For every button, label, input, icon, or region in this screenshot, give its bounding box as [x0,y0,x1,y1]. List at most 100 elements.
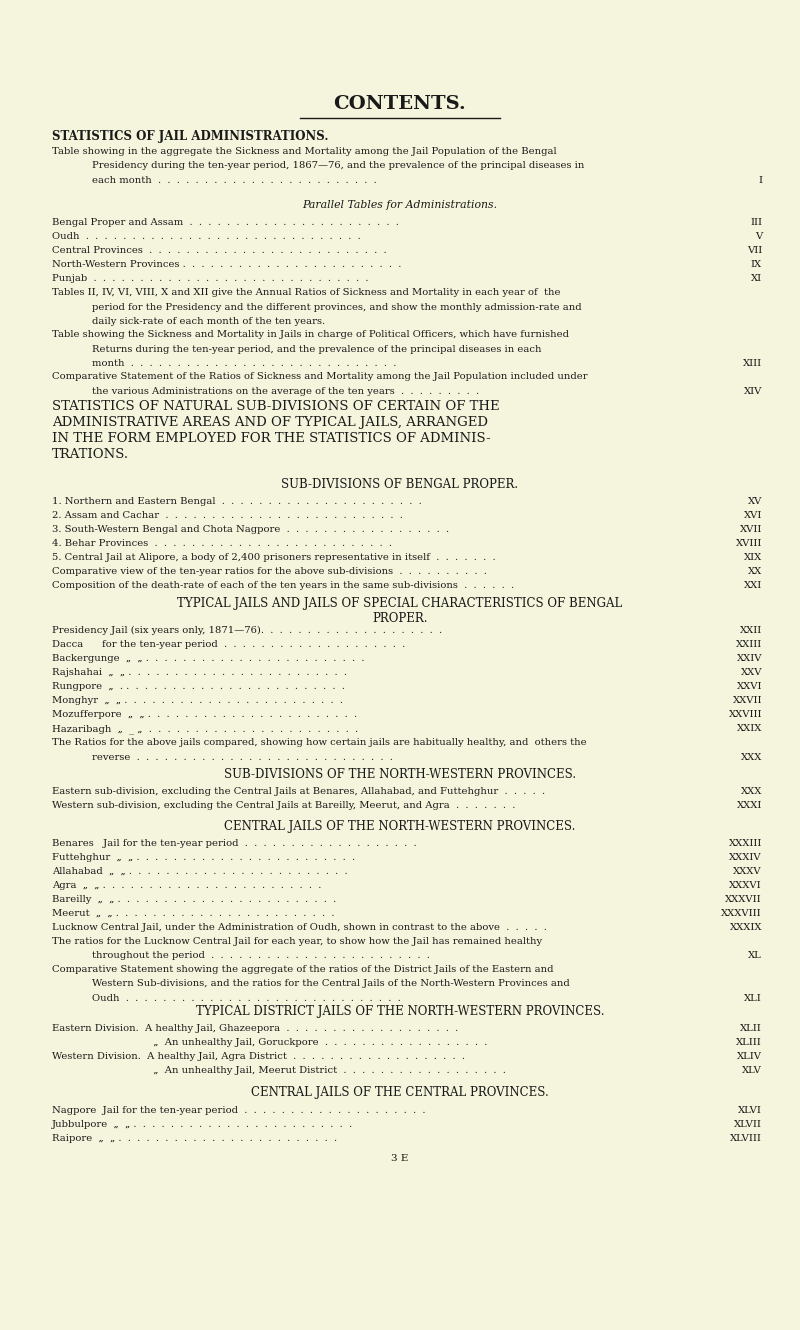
Text: CENTRAL JAILS OF THE CENTRAL PROVINCES.: CENTRAL JAILS OF THE CENTRAL PROVINCES. [251,1087,549,1099]
Text: Raipore  „  „ .  .  .  .  .  .  .  .  .  .  .  .  .  .  .  .  .  .  .  .  .  .  : Raipore „ „ . . . . . . . . . . . . . . … [52,1134,337,1142]
Text: Meerut  „  „ .  .  .  .  .  .  .  .  .  .  .  .  .  .  .  .  .  .  .  .  .  .  .: Meerut „ „ . . . . . . . . . . . . . . .… [52,908,334,918]
Text: reverse  .  .  .  .  .  .  .  .  .  .  .  .  .  .  .  .  .  .  .  .  .  .  .  . : reverse . . . . . . . . . . . . . . . . … [92,753,393,762]
Text: Oudh  .  .  .  .  .  .  .  .  .  .  .  .  .  .  .  .  .  .  .  .  .  .  .  .  . : Oudh . . . . . . . . . . . . . . . . . .… [52,231,361,241]
Text: Bengal Proper and Assam  .  .  .  .  .  .  .  .  .  .  .  .  .  .  .  .  .  .  .: Bengal Proper and Assam . . . . . . . . … [52,218,399,227]
Text: XIII: XIII [743,359,762,368]
Text: XVI: XVI [744,511,762,520]
Text: Western sub-division, excluding the Central Jails at Bareilly, Meerut, and Agra : Western sub-division, excluding the Cent… [52,801,515,810]
Text: III: III [750,218,762,227]
Text: XLV: XLV [742,1067,762,1075]
Text: XVII: XVII [740,525,762,535]
Text: V: V [754,231,762,241]
Text: XXX: XXX [741,787,762,795]
Text: Western Sub-divisions, and the ratios for the Central Jails of the North-Western: Western Sub-divisions, and the ratios fo… [92,979,570,988]
Text: Futtehghur  „  „ .  .  .  .  .  .  .  .  .  .  .  .  .  .  .  .  .  .  .  .  .  : Futtehghur „ „ . . . . . . . . . . . . .… [52,853,355,862]
Text: Eastern Division.  A healthy Jail, Ghazeepora  .  .  .  .  .  .  .  .  .  .  .  : Eastern Division. A healthy Jail, Ghazee… [52,1024,458,1033]
Text: VII: VII [746,246,762,255]
Text: XI: XI [751,274,762,283]
Text: Returns during the ten-year period, and the prevalence of the principal diseases: Returns during the ten-year period, and … [92,344,542,354]
Text: XXI: XXI [744,581,762,591]
Text: XXXVIII: XXXVIII [722,908,762,918]
Text: Comparative Statement of the Ratios of Sickness and Mortality among the Jail Pop: Comparative Statement of the Ratios of S… [52,372,588,380]
Text: TRATIONS.: TRATIONS. [52,448,129,462]
Text: XXXVI: XXXVI [730,880,762,890]
Text: Comparative view of the ten-year ratios for the above sub-divisions  .  .  .  . : Comparative view of the ten-year ratios … [52,567,487,576]
Text: XLVIII: XLVIII [730,1134,762,1142]
Text: 1. Northern and Eastern Bengal  .  .  .  .  .  .  .  .  .  .  .  .  .  .  .  .  : 1. Northern and Eastern Bengal . . . . .… [52,497,422,505]
Text: IX: IX [751,259,762,269]
Text: Presidency Jail (six years only, 1871—76).  .  .  .  .  .  .  .  .  .  .  .  .  : Presidency Jail (six years only, 1871—76… [52,626,442,636]
Text: XLIII: XLIII [736,1037,762,1047]
Text: XXX: XXX [741,753,762,762]
Text: Agra  „  „ .  .  .  .  .  .  .  .  .  .  .  .  .  .  .  .  .  .  .  .  .  .  .  : Agra „ „ . . . . . . . . . . . . . . . .… [52,880,322,890]
Text: XXXVII: XXXVII [726,895,762,904]
Text: Hazaribagh  „  _ „  .  .  .  .  .  .  .  .  .  .  .  .  .  .  .  .  .  .  .  .  : Hazaribagh „ _ „ . . . . . . . . . . . .… [52,724,358,734]
Text: 3. South-Western Bengal and Chota Nagpore  .  .  .  .  .  .  .  .  .  .  .  .  .: 3. South-Western Bengal and Chota Nagpor… [52,525,449,535]
Text: daily sick-rate of each month of the ten years.: daily sick-rate of each month of the ten… [92,317,325,326]
Text: TYPICAL JAILS AND JAILS OF SPECIAL CHARACTERISTICS OF BENGAL: TYPICAL JAILS AND JAILS OF SPECIAL CHARA… [178,597,622,610]
Text: XLII: XLII [740,1024,762,1033]
Text: the various Administrations on the average of the ten years  .  .  .  .  .  .  .: the various Administrations on the avera… [92,387,479,395]
Text: Tables II, IV, VI, VIII, X and XII give the Annual Ratios of Sickness and Mortal: Tables II, IV, VI, VIII, X and XII give … [52,289,561,297]
Text: North-Western Provinces .  .  .  .  .  .  .  .  .  .  .  .  .  .  .  .  .  .  . : North-Western Provinces . . . . . . . . … [52,259,402,269]
Text: Oudh  .  .  .  .  .  .  .  .  .  .  .  .  .  .  .  .  .  .  .  .  .  .  .  .  . : Oudh . . . . . . . . . . . . . . . . . .… [92,994,401,1003]
Text: XXIV: XXIV [737,654,762,662]
Text: XXXIII: XXXIII [729,839,762,849]
Text: SUB-DIVISIONS OF BENGAL PROPER.: SUB-DIVISIONS OF BENGAL PROPER. [282,477,518,491]
Text: IN THE FORM EMPLOYED FOR THE STATISTICS OF ADMINIS-: IN THE FORM EMPLOYED FOR THE STATISTICS … [52,432,490,446]
Text: PROPER.: PROPER. [372,613,428,625]
Text: XXIII: XXIII [736,640,762,649]
Text: Punjab  .  .  .  .  .  .  .  .  .  .  .  .  .  .  .  .  .  .  .  .  .  .  .  .  : Punjab . . . . . . . . . . . . . . . . .… [52,274,369,283]
Text: Dacca      for the ten-year period  .  .  .  .  .  .  .  .  .  .  .  .  .  .  . : Dacca for the ten-year period . . . . . … [52,640,406,649]
Text: XLVI: XLVI [738,1107,762,1115]
Text: The ratios for the Lucknow Central Jail for each year, to show how the Jail has : The ratios for the Lucknow Central Jail … [52,938,542,946]
Text: Jubbulpore  „  „ .  .  .  .  .  .  .  .  .  .  .  .  .  .  .  .  .  .  .  .  .  : Jubbulpore „ „ . . . . . . . . . . . . .… [52,1120,353,1129]
Text: Comparative Statement showing the aggregate of the ratios of the District Jails : Comparative Statement showing the aggreg… [52,966,554,974]
Text: Eastern sub-division, excluding the Central Jails at Benares, Allahabad, and Fut: Eastern sub-division, excluding the Cent… [52,787,545,795]
Text: Presidency during the ten-year period, 1867—76, and the prevalence of the princi: Presidency during the ten-year period, 1… [92,161,584,170]
Text: SUB-DIVISIONS OF THE NORTH-WESTERN PROVINCES.: SUB-DIVISIONS OF THE NORTH-WESTERN PROVI… [224,767,576,781]
Text: XXVI: XXVI [737,682,762,692]
Text: XX: XX [748,567,762,576]
Text: month  .  .  .  .  .  .  .  .  .  .  .  .  .  .  .  .  .  .  .  .  .  .  .  .  .: month . . . . . . . . . . . . . . . . . … [92,359,396,368]
Text: „  An unhealthy Jail, Goruckpore  .  .  .  .  .  .  .  .  .  .  .  .  .  .  .  .: „ An unhealthy Jail, Goruckpore . . . . … [147,1037,487,1047]
Text: XIV: XIV [744,387,762,395]
Text: XXVII: XXVII [733,696,762,705]
Text: Backergunge  „  „ .  .  .  .  .  .  .  .  .  .  .  .  .  .  .  .  .  .  .  .  . : Backergunge „ „ . . . . . . . . . . . . … [52,654,365,662]
Text: XXXIV: XXXIV [730,853,762,862]
Text: STATISTICS OF NATURAL SUB-DIVISIONS OF CERTAIN OF THE: STATISTICS OF NATURAL SUB-DIVISIONS OF C… [52,400,500,414]
Text: Nagpore  Jail for the ten-year period  .  .  .  .  .  .  .  .  .  .  .  .  .  . : Nagpore Jail for the ten-year period . .… [52,1107,426,1115]
Text: Rungpore  „  . .  .  .  .  .  .  .  .  .  .  .  .  .  .  .  .  .  .  .  .  .  . : Rungpore „ . . . . . . . . . . . . . . .… [52,682,345,692]
Text: XXII: XXII [740,626,762,634]
Text: 5. Central Jail at Alipore, a body of 2,400 prisoners representative in itself  : 5. Central Jail at Alipore, a body of 2,… [52,553,496,563]
Text: Parallel Tables for Administrations.: Parallel Tables for Administrations. [302,200,498,210]
Text: XLVII: XLVII [734,1120,762,1129]
Text: XXVIII: XXVIII [729,710,762,720]
Text: XV: XV [748,497,762,505]
Text: Table showing in the aggregate the Sickness and Mortality among the Jail Populat: Table showing in the aggregate the Sickn… [52,148,557,156]
Text: 2. Assam and Cachar  .  .  .  .  .  .  .  .  .  .  .  .  .  .  .  .  .  .  .  . : 2. Assam and Cachar . . . . . . . . . . … [52,511,403,520]
Text: XXV: XXV [741,668,762,677]
Text: Monghyr  „  „ .  .  .  .  .  .  .  .  .  .  .  .  .  .  .  .  .  .  .  .  .  .  : Monghyr „ „ . . . . . . . . . . . . . . … [52,696,343,705]
Text: CENTRAL JAILS OF THE NORTH-WESTERN PROVINCES.: CENTRAL JAILS OF THE NORTH-WESTERN PROVI… [224,821,576,833]
Text: throughout the period  .  .  .  .  .  .  .  .  .  .  .  .  .  .  .  .  .  .  .  : throughout the period . . . . . . . . . … [92,951,430,960]
Text: Western Division.  A healthy Jail, Agra District  .  .  .  .  .  .  .  .  .  .  : Western Division. A healthy Jail, Agra D… [52,1052,465,1061]
Text: Rajshahai  „  „ .  .  .  .  .  .  .  .  .  .  .  .  .  .  .  .  .  .  .  .  .  .: Rajshahai „ „ . . . . . . . . . . . . . … [52,668,347,677]
Text: XXIX: XXIX [737,724,762,733]
Text: 4. Behar Provinces  .  .  .  .  .  .  .  .  .  .  .  .  .  .  .  .  .  .  .  .  : 4. Behar Provinces . . . . . . . . . . .… [52,539,392,548]
Text: XLIV: XLIV [737,1052,762,1061]
Text: STATISTICS OF JAIL ADMINISTRATIONS.: STATISTICS OF JAIL ADMINISTRATIONS. [52,130,329,144]
Text: each month  .  .  .  .  .  .  .  .  .  .  .  .  .  .  .  .  .  .  .  .  .  .  . : each month . . . . . . . . . . . . . . .… [92,176,377,185]
Text: XXXI: XXXI [737,801,762,810]
Text: 3 E: 3 E [391,1154,409,1162]
Text: CONTENTS.: CONTENTS. [334,94,466,113]
Text: XLI: XLI [744,994,762,1003]
Text: Mozufferpore  „  „ .  .  .  .  .  .  .  .  .  .  .  .  .  .  .  .  .  .  .  .  .: Mozufferpore „ „ . . . . . . . . . . . .… [52,710,357,720]
Text: TYPICAL DISTRICT JAILS OF THE NORTH-WESTERN PROVINCES.: TYPICAL DISTRICT JAILS OF THE NORTH-WEST… [196,1005,604,1017]
Text: Lucknow Central Jail, under the Administration of Oudh, shown in contrast to the: Lucknow Central Jail, under the Administ… [52,923,547,932]
Text: XXXIX: XXXIX [730,923,762,932]
Text: period for the Presidency and the different provinces, and show the monthly admi: period for the Presidency and the differ… [92,302,582,311]
Text: XVIII: XVIII [736,539,762,548]
Text: Central Provinces  .  .  .  .  .  .  .  .  .  .  .  .  .  .  .  .  .  .  .  .  .: Central Provinces . . . . . . . . . . . … [52,246,386,255]
Text: Table showing the Sickness and Mortality in Jails in charge of Political Officer: Table showing the Sickness and Mortality… [52,330,569,339]
